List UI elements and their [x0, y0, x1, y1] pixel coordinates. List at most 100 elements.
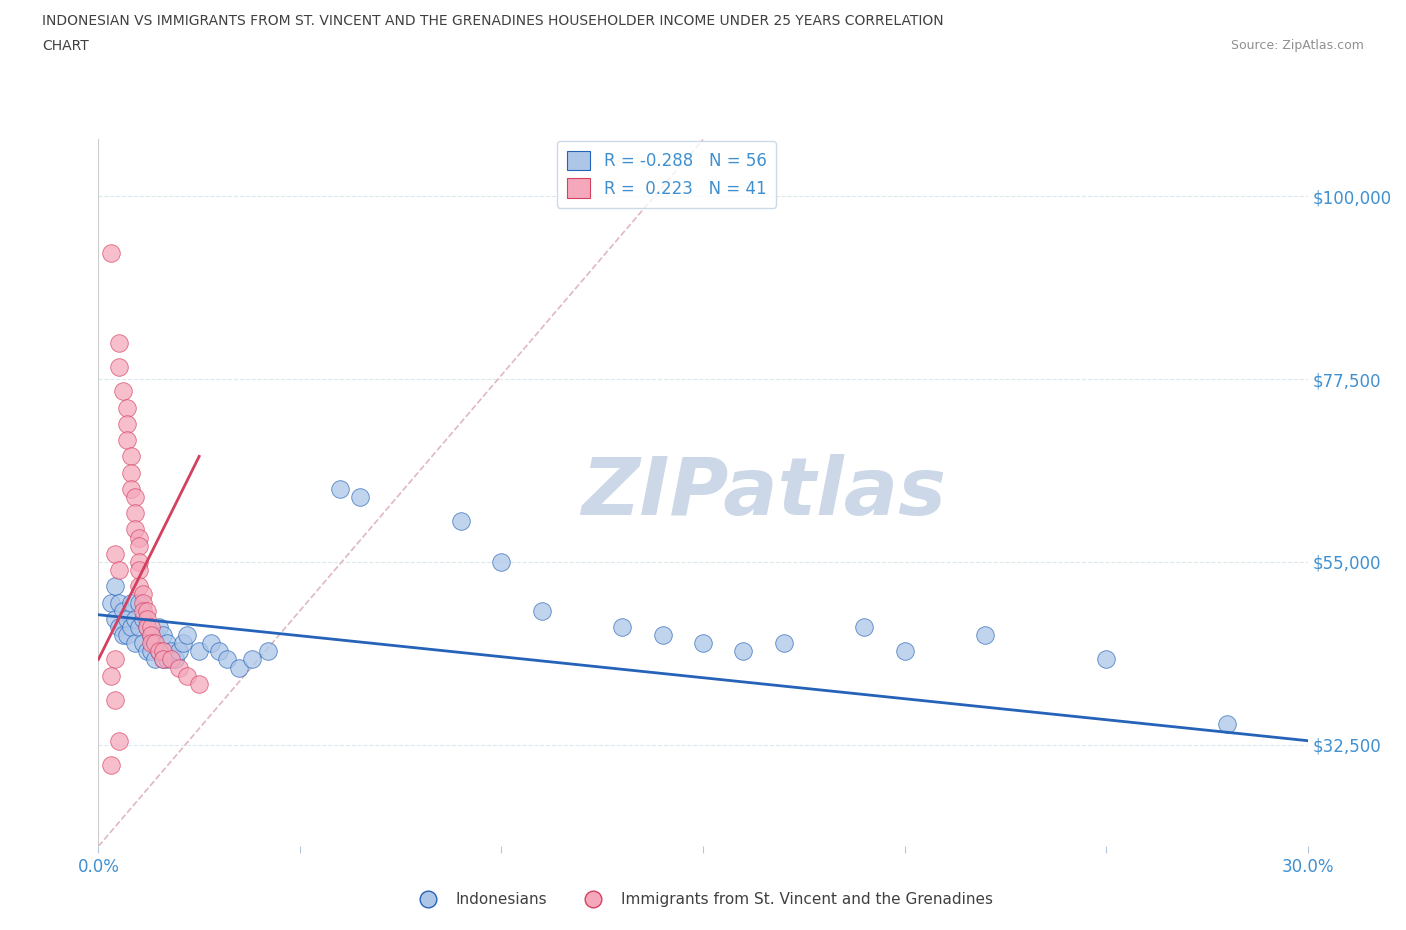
Point	[103, 693, 125, 708]
Point	[188, 644, 211, 658]
Point	[200, 636, 222, 651]
Point	[115, 628, 138, 643]
Point	[156, 652, 179, 667]
Point	[172, 636, 194, 651]
Point	[188, 676, 211, 691]
Point	[115, 432, 138, 447]
Point	[115, 400, 138, 415]
Point	[124, 611, 146, 626]
Point	[148, 644, 170, 658]
Point	[139, 636, 162, 651]
Point	[120, 619, 142, 634]
Point	[120, 465, 142, 480]
Point	[167, 644, 190, 658]
Point	[107, 619, 129, 634]
Point	[163, 652, 186, 667]
Point	[103, 547, 125, 562]
Text: INDONESIAN VS IMMIGRANTS FROM ST. VINCENT AND THE GRENADINES HOUSEHOLDER INCOME : INDONESIAN VS IMMIGRANTS FROM ST. VINCEN…	[42, 14, 943, 28]
Point	[135, 604, 157, 618]
Legend: Indonesians, Immigrants from St. Vincent and the Grenadines: Indonesians, Immigrants from St. Vincent…	[406, 886, 1000, 913]
Point	[135, 619, 157, 634]
Point	[128, 530, 150, 545]
Point	[128, 554, 150, 569]
Point	[132, 636, 155, 651]
Point	[139, 619, 162, 634]
Point	[530, 604, 553, 618]
Point	[120, 595, 142, 610]
Point	[176, 628, 198, 643]
Point	[111, 384, 134, 399]
Point	[132, 611, 155, 626]
Point	[143, 636, 166, 651]
Point	[1095, 652, 1118, 667]
Point	[128, 619, 150, 634]
Point	[139, 628, 162, 643]
Point	[120, 449, 142, 464]
Point	[152, 644, 174, 658]
Point	[128, 538, 150, 553]
Point	[143, 652, 166, 667]
Text: CHART: CHART	[42, 39, 89, 53]
Point	[100, 758, 122, 773]
Point	[115, 611, 138, 626]
Point	[107, 733, 129, 748]
Point	[772, 636, 794, 651]
Point	[132, 587, 155, 602]
Point	[450, 514, 472, 529]
Point	[692, 636, 714, 651]
Point	[240, 652, 263, 667]
Point	[103, 652, 125, 667]
Point	[893, 644, 915, 658]
Point	[349, 489, 371, 504]
Point	[111, 628, 134, 643]
Point	[143, 628, 166, 643]
Point	[107, 563, 129, 578]
Point	[107, 335, 129, 350]
Point	[103, 578, 125, 593]
Point	[160, 644, 183, 658]
Point	[100, 595, 122, 610]
Text: Source: ZipAtlas.com: Source: ZipAtlas.com	[1230, 39, 1364, 52]
Point	[139, 644, 162, 658]
Point	[167, 660, 190, 675]
Point	[217, 652, 239, 667]
Point	[128, 578, 150, 593]
Point	[135, 644, 157, 658]
Point	[124, 636, 146, 651]
Point	[107, 360, 129, 375]
Point	[103, 611, 125, 626]
Point	[148, 619, 170, 634]
Point	[160, 652, 183, 667]
Point	[1216, 717, 1239, 732]
Point	[139, 628, 162, 643]
Point	[733, 644, 755, 658]
Point	[256, 644, 278, 658]
Point	[124, 489, 146, 504]
Point	[132, 595, 155, 610]
Point	[974, 628, 997, 643]
Point	[156, 636, 179, 651]
Point	[152, 628, 174, 643]
Point	[100, 246, 122, 260]
Point	[120, 482, 142, 497]
Point	[128, 595, 150, 610]
Legend: R = -0.288   N = 56, R =  0.223   N = 41: R = -0.288 N = 56, R = 0.223 N = 41	[557, 140, 776, 207]
Point	[100, 669, 122, 684]
Text: ZIPatlas: ZIPatlas	[581, 454, 946, 532]
Point	[124, 506, 146, 521]
Point	[228, 660, 250, 675]
Point	[135, 611, 157, 626]
Point	[651, 628, 673, 643]
Point	[115, 417, 138, 432]
Point	[208, 644, 231, 658]
Point	[132, 604, 155, 618]
Point	[111, 604, 134, 618]
Point	[176, 669, 198, 684]
Point	[128, 563, 150, 578]
Point	[152, 652, 174, 667]
Point	[329, 482, 352, 497]
Point	[612, 619, 634, 634]
Point	[152, 652, 174, 667]
Point	[107, 595, 129, 610]
Point	[148, 644, 170, 658]
